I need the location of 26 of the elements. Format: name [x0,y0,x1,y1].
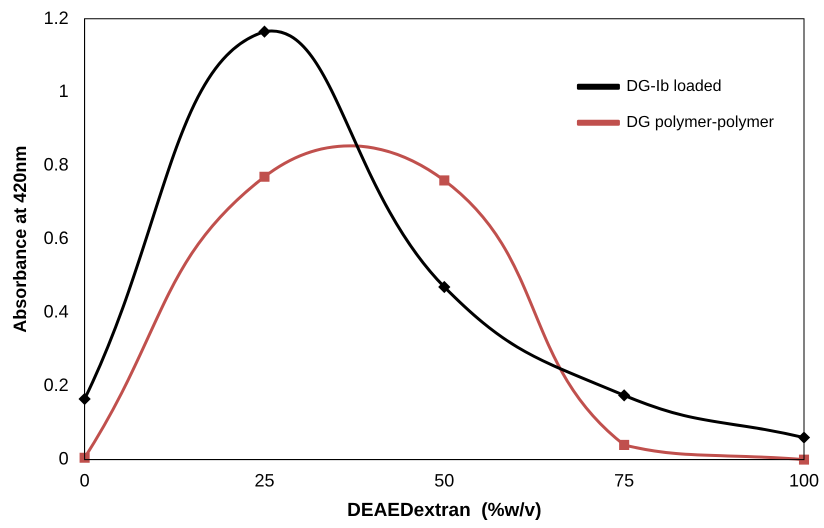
y-tick-label: 0.6 [44,228,69,248]
point [79,393,90,404]
point [619,440,630,450]
y-tick-label: 1 [58,81,69,102]
y-tick-label: 0.4 [44,302,69,322]
x-tick-label: 50 [434,470,454,490]
legend-label: DG-Ib loaded [626,78,722,96]
y-tick-label: 1.2 [44,8,69,28]
point [439,175,450,186]
legend-label: DG polymer-polymer [626,114,775,132]
point [80,452,90,463]
y-axis-title: Absorbance at 420nm [10,146,30,333]
point [798,432,810,444]
y-tick-label: 0 [58,448,69,469]
x-tick-label: 25 [254,470,274,490]
point [438,281,450,292]
x-tick-label: 100 [788,470,820,490]
x-tick-label: 75 [614,470,634,490]
y-tick-label: 0.2 [44,375,69,396]
point [618,390,630,401]
point [258,26,270,38]
point [259,172,270,182]
y-tick-label: 0.8 [44,154,69,175]
x-axis-title: DEAEDextran (%w/v) [347,500,542,521]
x-tick-label: 0 [80,470,90,490]
point [798,454,810,465]
